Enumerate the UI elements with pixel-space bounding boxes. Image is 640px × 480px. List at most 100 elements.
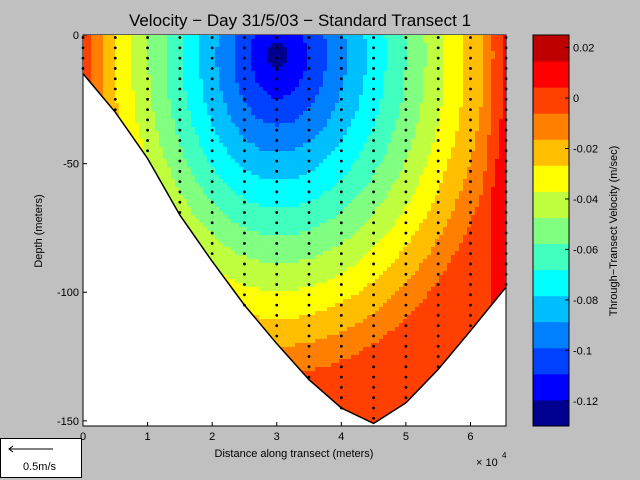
velocity-cell: [315, 87, 320, 92]
velocity-cell: [311, 291, 316, 296]
velocity-cell: [179, 67, 184, 72]
velocity-cell: [331, 247, 336, 252]
velocity-cell: [375, 215, 380, 220]
velocity-cell: [355, 291, 360, 296]
velocity-cell: [375, 403, 380, 408]
velocity-cell: [291, 59, 296, 64]
velocity-cell: [195, 63, 200, 68]
velocity-cell: [383, 379, 388, 384]
velocity-cell: [279, 271, 284, 276]
velocity-cell: [135, 35, 140, 40]
velocity-cell: [111, 91, 116, 96]
velocity-cell: [223, 79, 228, 84]
velocity-cell: [171, 195, 176, 200]
velocity-cell: [267, 159, 272, 164]
velocity-cell: [231, 223, 236, 228]
velocity-cell: [319, 135, 324, 140]
velocity-cell: [167, 59, 172, 64]
velocity-cell: [311, 171, 316, 176]
velocity-cell: [351, 59, 356, 64]
velocity-cell: [243, 187, 248, 192]
velocity-cell: [167, 183, 172, 188]
velocity-cell: [247, 259, 252, 264]
velocity-cell: [299, 339, 304, 344]
velocity-cell: [379, 351, 384, 356]
velocity-cell: [295, 131, 300, 136]
velocity-cell: [279, 119, 284, 124]
velocity-cell: [163, 179, 168, 184]
velocity-cell: [199, 175, 204, 180]
velocity-cell: [315, 135, 320, 140]
velocity-cell: [315, 155, 320, 160]
velocity-cell: [379, 227, 384, 232]
velocity-cell: [299, 219, 304, 224]
velocity-cell: [375, 411, 380, 416]
velocity-cell: [295, 127, 300, 132]
velocity-cell: [379, 327, 384, 332]
velocity-cell: [259, 195, 264, 200]
velocity-cell: [307, 151, 312, 156]
velocity-cell: [127, 39, 132, 44]
velocity-cell: [327, 307, 332, 312]
velocity-cell: [363, 59, 368, 64]
velocity-cell: [351, 167, 356, 172]
velocity-cell: [367, 99, 372, 104]
velocity-cell: [151, 95, 156, 100]
velocity-cell: [219, 91, 224, 96]
velocity-cell: [139, 39, 144, 44]
velocity-cell: [331, 383, 336, 388]
velocity-cell: [123, 83, 128, 88]
velocity-cell: [191, 47, 196, 52]
velocity-cell: [319, 379, 324, 384]
velocity-cell: [307, 171, 312, 176]
velocity-cell: [287, 167, 292, 172]
velocity-cell: [327, 227, 332, 232]
velocity-cell: [383, 411, 388, 416]
velocity-cell: [339, 79, 344, 84]
velocity-cell: [287, 315, 292, 320]
velocity-cell: [331, 207, 336, 212]
velocity-cell: [335, 259, 340, 264]
velocity-cell: [103, 71, 108, 76]
velocity-cell: [383, 339, 388, 344]
velocity-cell: [343, 271, 348, 276]
velocity-cell: [223, 267, 228, 272]
velocity-cell: [375, 183, 380, 188]
velocity-cell: [211, 203, 216, 208]
velocity-cell: [371, 315, 376, 320]
velocity-cell: [303, 59, 308, 64]
velocity-cell: [291, 263, 296, 268]
velocity-cell: [323, 155, 328, 160]
velocity-cell: [347, 47, 352, 52]
velocity-cell: [299, 327, 304, 332]
velocity-cell: [339, 235, 344, 240]
velocity-cell: [391, 215, 396, 220]
velocity-cell: [339, 143, 344, 148]
velocity-cell: [231, 259, 236, 264]
velocity-cell: [179, 71, 184, 76]
velocity-cell: [283, 271, 288, 276]
velocity-cell: [83, 63, 88, 68]
velocity-cell: [187, 59, 192, 64]
velocity-cell: [379, 383, 384, 388]
velocity-cell: [179, 191, 184, 196]
velocity-cell: [311, 231, 316, 236]
velocity-cell: [271, 319, 276, 324]
velocity-cell: [295, 255, 300, 260]
velocity-cell: [363, 299, 368, 304]
velocity-cell: [259, 79, 264, 84]
velocity-cell: [363, 203, 368, 208]
velocity-cell: [207, 103, 212, 108]
velocity-cell: [171, 83, 176, 88]
velocity-cell: [203, 231, 208, 236]
velocity-cell: [255, 251, 260, 256]
velocity-cell: [151, 155, 156, 160]
velocity-cell: [255, 151, 260, 156]
velocity-cell: [323, 87, 328, 92]
velocity-cell: [383, 283, 388, 288]
velocity-cell: [291, 291, 296, 296]
velocity-cell: [331, 235, 336, 240]
velocity-cell: [171, 131, 176, 136]
velocity-cell: [231, 139, 236, 144]
velocity-cell: [191, 107, 196, 112]
